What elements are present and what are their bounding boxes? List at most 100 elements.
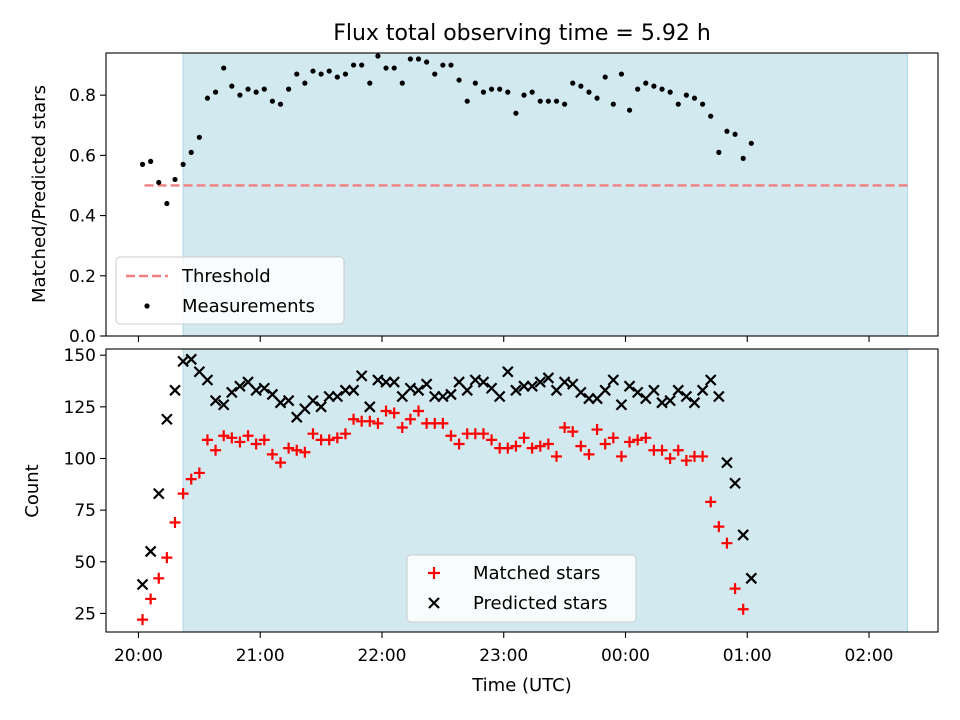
- measurements-point: [594, 95, 600, 101]
- measurements-point: [204, 95, 211, 101]
- y-tick-label: 100: [64, 449, 96, 469]
- matched-stars-point: [713, 521, 725, 533]
- matched-stars-point: [583, 448, 595, 460]
- measurements-point: [148, 158, 154, 164]
- predicted-stars-point: [258, 382, 271, 395]
- measurements-point: [618, 71, 625, 77]
- matched-stars-point: [364, 415, 376, 427]
- matched-stars-point: [372, 417, 384, 429]
- predicted-stars-point: [161, 413, 173, 426]
- predicted-stars-point: [282, 394, 295, 407]
- y-tick-label: 25: [74, 604, 96, 624]
- matched-stars-point: [339, 428, 351, 440]
- predicted-stars-point: [493, 390, 506, 403]
- measurements-point: [626, 107, 633, 113]
- measurements-point: [505, 89, 511, 95]
- measurements-point: [740, 155, 746, 161]
- matched-stars-point: [291, 444, 303, 456]
- predicted-stars-point: [664, 394, 676, 407]
- measurements-point: [708, 113, 714, 119]
- predicted-stars-point: [226, 386, 238, 399]
- matched-stars-point: [380, 405, 392, 417]
- measurements-point: [407, 56, 413, 62]
- predicted-stars-point: [144, 545, 157, 558]
- matched-stars-point: [413, 405, 425, 417]
- predicted-stars-point: [713, 390, 725, 403]
- measurements-point: [553, 98, 560, 104]
- matched-stars-point: [510, 440, 522, 452]
- matched-stars-point: [591, 424, 603, 436]
- matched-stars-point: [145, 593, 157, 605]
- y-tick-label: 0.8: [69, 86, 96, 106]
- measurements-point: [156, 179, 162, 186]
- top-legend: Threshold Measurements: [115, 256, 345, 325]
- matched-stars-point: [615, 450, 627, 462]
- predicted-stars-legend-swatch: [428, 597, 440, 609]
- x-tick-label: 01:00: [723, 646, 772, 666]
- matched-stars-point: [672, 444, 684, 456]
- bottom-y-axis-label: Count: [22, 464, 43, 517]
- measurements-point: [415, 56, 422, 62]
- matched-stars-point: [331, 432, 343, 444]
- matched-stars-point: [396, 421, 408, 433]
- y-tick-label: 50: [74, 553, 96, 573]
- measurements-point: [399, 80, 405, 86]
- measurements-point: [180, 161, 186, 167]
- matched-stars-point: [559, 421, 571, 433]
- measurements-point: [253, 89, 259, 95]
- measurements-point: [456, 77, 462, 83]
- matched-stars-point: [185, 473, 197, 485]
- predicted-stars-point: [534, 376, 547, 388]
- measurements-point: [562, 101, 568, 107]
- predicted-stars-point: [307, 394, 319, 407]
- matched-stars-point: [656, 444, 668, 456]
- predicted-stars-point: [607, 374, 620, 386]
- chart-title: Flux total observing time = 5.92 h: [333, 21, 711, 46]
- predicted-stars-point: [347, 384, 360, 397]
- matched-stars-point: [404, 413, 416, 425]
- matched-stars-point: [737, 603, 749, 615]
- bottom-y-ticks: 25 50 75 100 125 150: [64, 346, 106, 624]
- matched-stars-point: [169, 517, 181, 529]
- matched-stars-point: [250, 438, 262, 450]
- predicted-stars-point: [615, 398, 628, 411]
- predicted-stars-point: [274, 396, 287, 409]
- matched-stars-point: [177, 488, 189, 500]
- predicted-stars-point: [502, 365, 514, 378]
- matched-stars-point: [193, 467, 205, 479]
- measurements-point: [359, 62, 365, 68]
- predicted-stars-point: [185, 353, 198, 366]
- measurements-point: [391, 65, 397, 71]
- measurements-point: [497, 86, 503, 92]
- predicted-stars-point: [737, 529, 749, 541]
- bottom-panel: 25 50 75 100 125 150 20:00 21:00 22:00 23:00 00:0…: [22, 346, 939, 696]
- matched-stars-point: [567, 426, 579, 438]
- top-plot-layer: [139, 53, 908, 207]
- matched-stars-legend-swatch: [428, 567, 440, 579]
- bottom-plot-layer: [136, 353, 758, 626]
- predicted-stars-point: [477, 376, 490, 388]
- predicted-stars-point: [510, 384, 522, 397]
- predicted-stars-point: [404, 382, 417, 395]
- x-tick-label: 21:00: [236, 646, 285, 666]
- measurements-point: [578, 83, 584, 89]
- measurements-point: [342, 71, 349, 77]
- predicted-stars-point: [648, 384, 660, 397]
- y-tick-label: 0.0: [69, 327, 96, 347]
- predicted-stars-point: [364, 401, 376, 413]
- measurements-point: [164, 200, 170, 207]
- measurements-point: [196, 134, 202, 140]
- matched-stars-point: [599, 438, 611, 450]
- y-tick-label: 0.6: [69, 146, 96, 166]
- matched-stars-point: [161, 552, 173, 564]
- measurements-point: [724, 128, 730, 134]
- threshold-legend-label: Threshold: [181, 266, 271, 287]
- predicted-stars-point: [575, 386, 587, 399]
- matched-stars-point: [664, 452, 676, 464]
- measurements-point: [302, 80, 308, 86]
- measurements-point: [643, 80, 649, 86]
- predicted-stars-point: [623, 380, 636, 392]
- predicted-stars-point: [631, 386, 644, 399]
- matched-stars-point: [266, 448, 278, 460]
- measurements-point: [586, 89, 592, 95]
